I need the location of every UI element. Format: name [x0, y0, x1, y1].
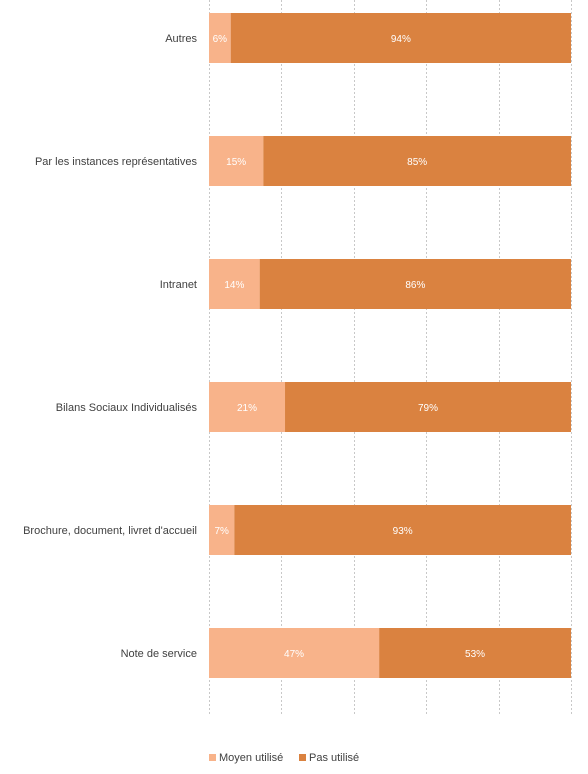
data-label: 53%: [465, 649, 485, 660]
bar-pas-utilise: [285, 382, 571, 432]
data-label: 79%: [418, 403, 438, 414]
category-label: Intranet: [160, 279, 197, 291]
bar-moyen-utilise: [209, 13, 231, 63]
bars: 6% 94% 15% 85% 14% 86% 21% 79% 7% 93% 47% 53%: [209, 13, 571, 678]
data-label: 6%: [213, 34, 228, 45]
data-label: 86%: [405, 280, 425, 291]
bar-moyen-utilise: [209, 628, 380, 678]
bar-pas-utilise: [379, 628, 571, 678]
data-label: 14%: [224, 280, 244, 291]
data-label: 7%: [214, 526, 229, 537]
bar-pas-utilise: [230, 13, 571, 63]
bar-pas-utilise: [234, 505, 571, 555]
category-labels: Autres Par les instances représentatives I…: [23, 33, 197, 660]
bar-moyen-utilise: [209, 136, 264, 186]
category-label: Bilans Sociaux Individualisés: [56, 402, 198, 414]
data-label: 15%: [226, 157, 246, 168]
bar-moyen-utilise: [209, 505, 235, 555]
bar-pas-utilise: [259, 259, 571, 309]
category-label: Note de service: [121, 648, 197, 660]
bar-moyen-utilise: [209, 259, 260, 309]
legend-swatch: [299, 754, 306, 761]
legend: Moyen utilisé Pas utilisé: [209, 752, 359, 764]
legend-label: Pas utilisé: [309, 752, 359, 764]
legend-label: Moyen utilisé: [219, 752, 283, 764]
legend-swatch: [209, 754, 216, 761]
bar-moyen-utilise: [209, 382, 286, 432]
data-label: 47%: [284, 649, 304, 660]
data-label: 93%: [393, 526, 413, 537]
category-label: Brochure, document, livret d'accueil: [23, 525, 197, 537]
data-label: 21%: [237, 403, 257, 414]
category-label: Par les instances représentatives: [35, 156, 198, 168]
data-label: 85%: [407, 157, 427, 168]
category-label: Autres: [165, 33, 197, 45]
bar-pas-utilise: [263, 136, 571, 186]
data-label: 94%: [391, 34, 411, 45]
gridlines: [209, 0, 572, 716]
